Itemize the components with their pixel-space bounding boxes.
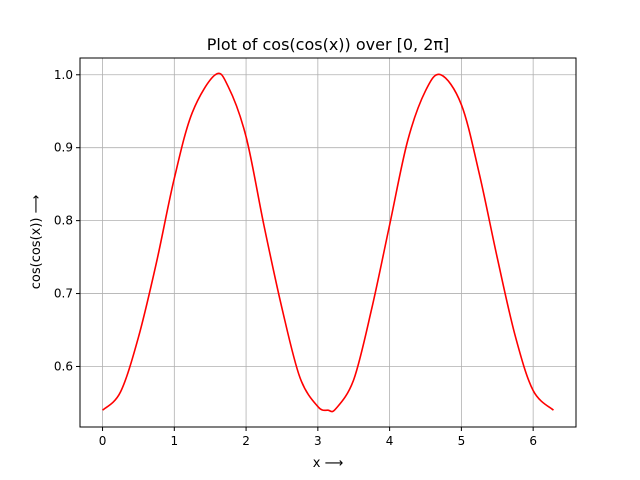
y-tick-label: 0.9 bbox=[54, 141, 73, 155]
ticks: 0 1 2 3 4 5 6 0.6 0.7 0.8 0.9 1.0 bbox=[54, 68, 537, 448]
x-tick-label: 5 bbox=[458, 434, 466, 448]
y-tick-label: 1.0 bbox=[54, 68, 73, 82]
series-layer bbox=[101, 72, 555, 413]
y-tick-label: 0.7 bbox=[54, 287, 73, 301]
x-axis-label: x ⟶ bbox=[313, 456, 343, 471]
x-tick-label: 6 bbox=[529, 434, 537, 448]
y-axis-label: cos(cos(x)) ⟶ bbox=[29, 195, 44, 290]
series-line bbox=[101, 72, 555, 413]
x-tick-label: 1 bbox=[170, 434, 178, 448]
x-tick-label: 2 bbox=[242, 434, 250, 448]
x-tick-label: 3 bbox=[314, 434, 322, 448]
chart-title: Plot of cos(cos(x)) over [0, 2π] bbox=[207, 35, 450, 54]
y-tick-label: 0.8 bbox=[54, 214, 73, 228]
x-tick-label: 0 bbox=[99, 434, 107, 448]
grid bbox=[80, 58, 576, 427]
plot-frame bbox=[79, 57, 577, 428]
x-tick-label: 4 bbox=[386, 434, 394, 448]
y-tick-label: 0.6 bbox=[54, 359, 73, 373]
